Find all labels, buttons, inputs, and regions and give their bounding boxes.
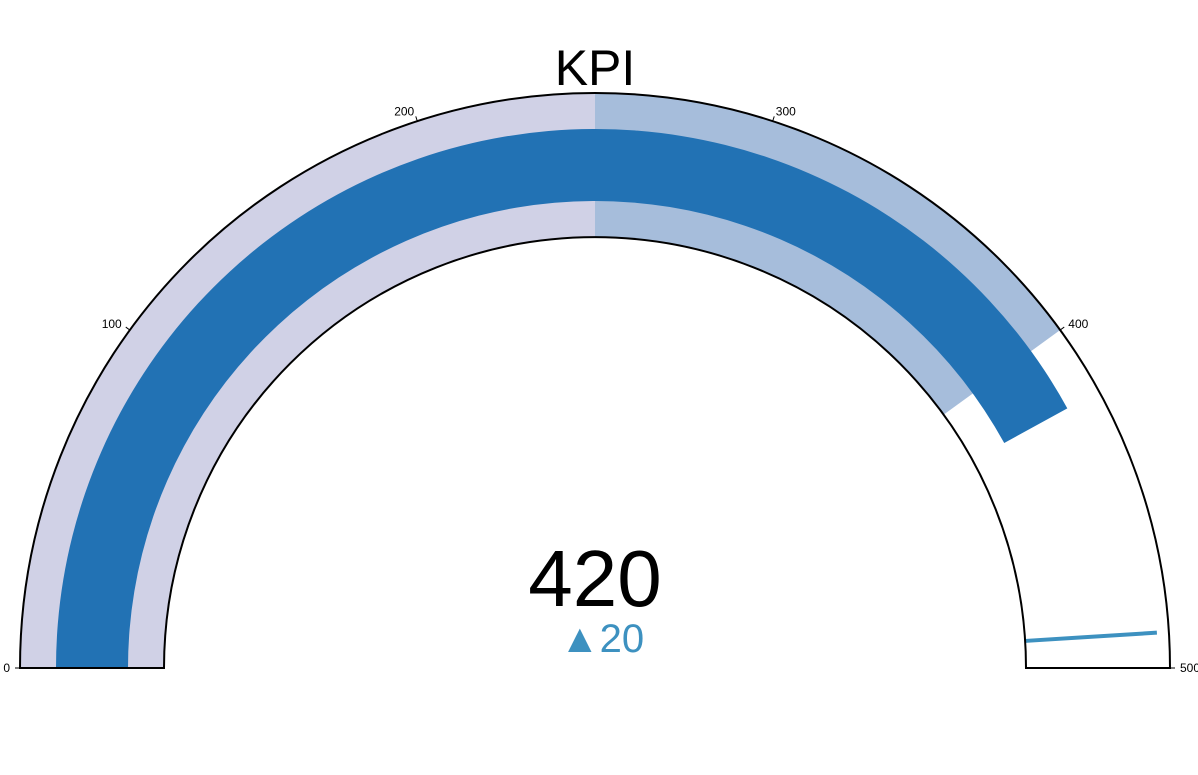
gauge-outline-group	[18, 92, 1172, 669]
gauge-title: KPI	[555, 40, 636, 96]
delta-arrow-icon: ▲	[560, 617, 600, 661]
gauge-tick-label: 100	[102, 317, 122, 331]
gauge-tick-label: 400	[1068, 317, 1088, 331]
gauge-ticks: 0 100 200 300 400 500	[3, 105, 1198, 675]
gauge-tick	[1059, 326, 1065, 331]
gauge-outline	[18, 92, 1172, 669]
gauge-tick	[772, 116, 775, 122]
gauge-tick-label: 300	[776, 105, 796, 119]
gauge-tick-label: 200	[394, 105, 414, 119]
gauge-threshold-group	[1025, 630, 1158, 643]
gauge-tick	[125, 326, 131, 331]
delta-value: 20	[600, 617, 645, 661]
gauge-tick-label: 0	[3, 661, 10, 675]
gauge-tick	[415, 116, 418, 122]
gauge-value-bar-group	[56, 128, 1068, 668]
gauge-value: 420	[528, 534, 661, 623]
gauge-delta: ▲20	[560, 617, 644, 661]
gauge-threshold-line	[1025, 630, 1158, 643]
gauge-step-0	[20, 93, 595, 668]
gauge-tick-label: 500	[1180, 661, 1198, 675]
gauge-value-bar	[56, 128, 1068, 668]
